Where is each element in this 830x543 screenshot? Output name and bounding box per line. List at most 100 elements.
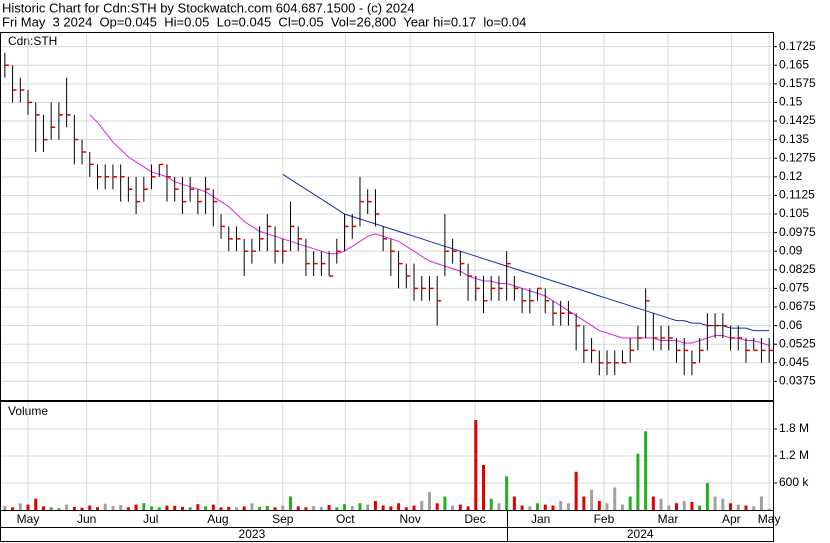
volume-bar [690,501,694,510]
x-tick-label: May [758,512,781,526]
volume-bar [11,507,15,510]
volume-bar [289,496,292,510]
volume-bar [111,505,115,510]
volume-bar [543,504,547,510]
x-tick-label: Feb [594,512,615,526]
volume-bar [566,503,570,510]
volume-bar [520,505,524,510]
x-tick-label: Mar [658,512,679,526]
volume-bar [41,506,45,510]
volume-bar [281,505,285,510]
moving-average [282,173,770,332]
volume-bar [57,508,61,510]
volume-bar [142,503,146,510]
volume-bar [713,496,717,510]
volume-bar [698,505,702,510]
y-tick-label: 0.0375 [779,374,816,388]
volume-bar [265,505,269,510]
volume-bar [512,496,516,510]
volume-bar [227,506,231,510]
y-tick-label: 0.1275 [779,150,816,164]
volume-bar [489,498,493,510]
volume-bar [474,420,478,510]
volume-bar [613,487,617,510]
volume-bar [196,504,200,510]
volume-bar [165,505,169,510]
volume-bar [150,506,154,510]
y-tick-label: 0.135 [779,132,809,146]
volume-bar [651,496,655,510]
y-tick-label: 0.1125 [779,188,815,202]
volume-bar [366,504,370,510]
volume-bar [34,498,38,510]
volume-bar [343,504,347,510]
volume-bar [551,505,555,510]
volume-bar [96,507,99,510]
y-tick-label: 1.8 M [779,421,809,435]
volume-bar [373,501,377,510]
x-tick-label: May [17,512,40,526]
volume-bar [312,505,316,510]
volume-bar [119,505,123,510]
price-panel [0,32,774,401]
volume-bar [605,503,609,510]
volume-bar [729,503,733,510]
volume-bar [420,501,424,510]
volume-bar [620,504,624,510]
x-tick-label: Jul [143,512,158,526]
volume-bar [126,507,130,510]
volume-bar [350,505,354,510]
volume-bar [528,506,532,510]
volume-bar [435,503,439,510]
volume-bar [327,505,331,510]
x-tick-label: Aug [207,512,228,526]
volume-bar [381,505,385,510]
volume-bar [597,501,601,510]
volume-bar [242,506,246,510]
volume-bar [466,506,470,510]
volume-bar [389,506,393,510]
volume-bar [157,507,161,510]
y-tick-label: 600 k [779,475,809,489]
volume-bar [304,507,308,510]
x-tick-label: Nov [399,512,420,526]
volume-bar [80,507,84,510]
volume-bar [234,507,238,510]
volume-bar [744,505,748,510]
volume-bar [458,504,462,510]
volume-bar [72,506,76,510]
volume-bar [667,505,671,510]
volume-bar [759,496,763,510]
volume-bar [358,503,362,510]
volume-bar [88,505,92,510]
chart-title: Historic Chart for Cdn:STH by Stockwatch… [2,0,415,15]
x-tick-label: Dec [464,512,485,526]
volume-bar [103,503,107,510]
volume-bar [427,492,431,510]
volume-bar [258,506,262,510]
volume-bar [497,503,501,510]
volume-bar [180,506,184,510]
x-tick-label: Jun [77,512,96,526]
volume-bar [582,496,586,510]
volume-bar [134,504,138,510]
volume-bar [659,498,663,510]
y-tick-label: 0.1725 [779,39,816,53]
volume-bar [590,489,594,510]
volume-bar [736,504,740,510]
y-tick-label: 0.165 [779,57,809,71]
volume-bar [505,476,509,510]
volume-bar [397,503,401,510]
y-tick-label: 0.0675 [779,299,816,313]
volume-bar [412,505,416,510]
x-tick-label: Oct [336,512,355,526]
volume-bar [636,453,640,510]
volume-bar [644,431,648,510]
volume-bar [296,506,300,510]
volume-bar [404,507,408,510]
volume-bar [451,505,455,510]
year-label: 2023 [239,527,266,541]
volume-bar [18,503,22,510]
y-tick-label: 0.105 [779,206,809,220]
